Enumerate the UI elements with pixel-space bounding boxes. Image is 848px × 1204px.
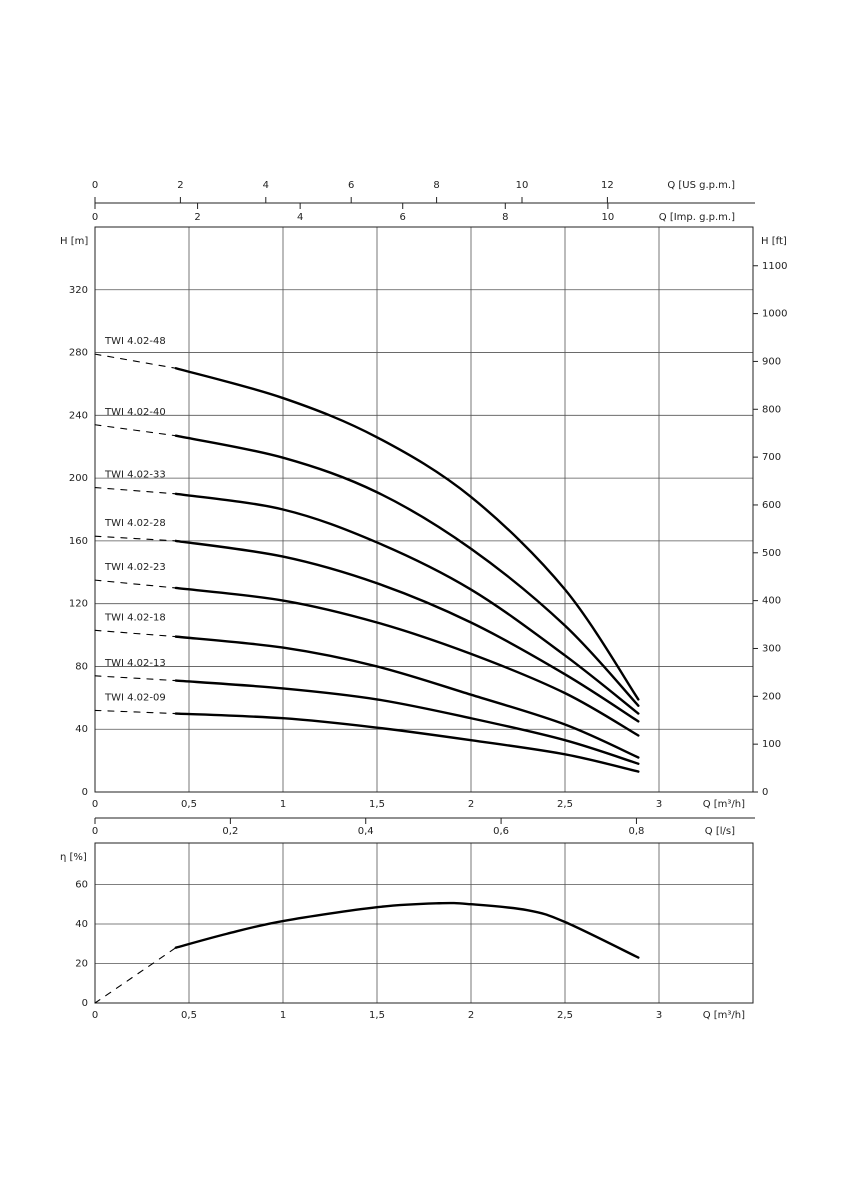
curve [174,434,640,707]
curve [174,367,640,701]
x-tick-label: 3 [656,799,662,810]
x-tick-label: 4 [263,180,269,191]
curve-label: TWI 4.02-09 [104,692,166,703]
y2-tick-label: 400 [762,596,781,607]
x-tick-label: 1,5 [369,799,385,810]
curve-dashed [94,535,177,542]
x-tick-label: 1,5 [369,1010,385,1021]
plot-frame [94,226,754,793]
curve [174,586,640,737]
x-tick-label: 2,5 [557,1010,573,1021]
curve-dashed [94,709,177,715]
x-tick-label: 0,8 [628,826,644,837]
x-tick-label: 0,4 [358,826,374,837]
curve [174,635,640,759]
x-axis-label: Q [m³/h] [703,1010,745,1021]
y-tick-label: 120 [69,599,88,610]
y-tick-label: 0 [82,787,88,798]
curve-label: TWI 4.02-48 [104,336,166,347]
x-axis-label: Q [l/s] [705,826,735,837]
curve-label: TWI 4.02-28 [104,518,166,529]
x-tick-label: 1 [280,799,286,810]
x-tick-label: 2 [468,799,474,810]
x-tick-label: 10 [516,180,529,191]
y2-tick-label: 600 [762,500,781,511]
x-tick-label: 0 [92,212,98,223]
x-axis-label: Q [US g.p.m.] [667,180,735,191]
curve-dashed [94,947,177,1004]
x-axis-label: Q [Imp. g.p.m.] [659,212,735,223]
x-axis-label: Q [m³/h] [703,799,745,810]
x-tick-label: 8 [433,180,439,191]
y-axis-label: η [%] [60,852,87,863]
x-tick-label: 2 [194,212,200,223]
y2-tick-label: 1100 [762,261,787,272]
curve [174,539,640,723]
y2-tick-label: 900 [762,356,781,367]
x-tick-label: 10 [601,212,614,223]
x-tick-label: 0 [92,180,98,191]
x-tick-label: 0 [92,799,98,810]
y-tick-label: 40 [75,724,88,735]
curve-dashed [94,675,177,682]
x-tick-label: 0,6 [493,826,509,837]
y2-tick-label: 200 [762,691,781,702]
y-tick-label: 60 [75,879,88,890]
x-tick-label: 2 [468,1010,474,1021]
y-axis-label: H [m] [60,236,88,247]
plot-frame [94,842,754,1004]
y2-tick-label: 1000 [762,309,787,320]
x-tick-label: 0,5 [181,1010,197,1021]
x-tick-label: 2,5 [557,799,573,810]
curve-dashed [94,579,177,589]
curve-label: TWI 4.02-23 [104,562,166,573]
y2-tick-label: 500 [762,548,781,559]
y2-tick-label: 800 [762,404,781,415]
x-tick-label: 3 [656,1010,662,1021]
curve-dashed [94,486,177,495]
x-tick-label: 0 [92,826,98,837]
y-tick-label: 80 [75,661,88,672]
y-tick-label: 40 [75,919,88,930]
curve [174,492,640,715]
x-tick-label: 6 [348,180,354,191]
curve [174,679,640,765]
curve-label: TWI 4.02-40 [104,407,166,418]
y2-tick-label: 100 [762,739,781,750]
y2-axis-label: H [ft] [761,236,787,247]
curve-dashed [94,424,177,437]
curve-label: TWI 4.02-13 [104,658,166,669]
x-tick-label: 0,5 [181,799,197,810]
y-tick-label: 160 [69,536,88,547]
x-tick-label: 12 [601,180,614,191]
y-tick-label: 0 [82,998,88,1009]
curve-label: TWI 4.02-18 [104,612,166,623]
y-tick-label: 320 [69,285,88,296]
y-tick-label: 240 [69,410,88,421]
x-tick-label: 0 [92,1010,98,1021]
x-tick-label: 2 [177,180,183,191]
x-tick-label: 1 [280,1010,286,1021]
y-tick-label: 280 [69,348,88,359]
y-tick-label: 20 [75,958,88,969]
y2-tick-label: 0 [762,787,768,798]
x-tick-label: 4 [297,212,303,223]
y2-tick-label: 700 [762,452,781,463]
curve-dashed [94,629,177,638]
y2-tick-label: 300 [762,643,781,654]
curve-dashed [94,353,177,369]
curve-label: TWI 4.02-33 [104,470,166,481]
x-tick-label: 8 [502,212,508,223]
y-tick-label: 200 [69,473,88,484]
x-tick-label: 0,2 [222,826,238,837]
curve [174,901,640,959]
curve [174,712,640,773]
x-tick-label: 6 [400,212,406,223]
